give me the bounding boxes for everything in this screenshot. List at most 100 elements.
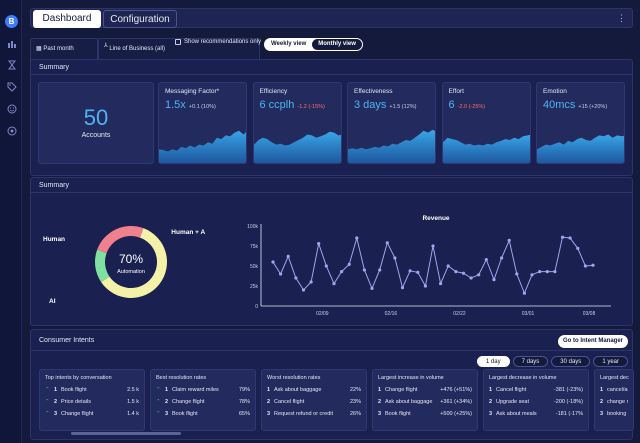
revenue-data-point[interactable] <box>492 278 496 282</box>
intent-row[interactable]: 3 booking <box>600 411 628 417</box>
revenue-data-point[interactable] <box>416 270 420 274</box>
range-option-7-days[interactable]: 7 days <box>512 356 549 367</box>
intent-card[interactable]: Top intents by conversation ⌃ 1 Book flight… <box>39 369 145 431</box>
intent-row[interactable]: ⌃ 3 Book flight 65% <box>156 411 250 417</box>
monthly-view-button[interactable]: Monthly view <box>312 39 362 50</box>
revenue-data-point[interactable] <box>545 270 549 274</box>
revenue-data-point[interactable] <box>362 268 366 272</box>
revenue-data-point[interactable] <box>484 258 488 262</box>
intent-row[interactable]: ⌃ 1 Claim reward miles 79% <box>156 387 250 393</box>
revenue-data-point[interactable] <box>431 244 435 248</box>
metric-card[interactable]: Emotion 40mcs +15 (+20%) <box>536 82 625 164</box>
intent-row[interactable]: 1 Change flight +476 (+51%) <box>378 387 472 393</box>
revenue-data-point[interactable] <box>522 291 526 295</box>
intent-card[interactable]: Best resolution rates ⌃ 1 Claim reward mile… <box>150 369 256 431</box>
intent-card[interactable]: Largest decrease in volume 1 Cancel flight… <box>483 369 589 431</box>
intent-value: 1.5 k <box>127 399 139 405</box>
revenue-data-point[interactable] <box>301 288 306 292</box>
intent-name: Price details <box>61 399 91 405</box>
revenue-data-point[interactable] <box>477 273 481 277</box>
dashboard-icon[interactable] <box>6 38 17 49</box>
revenue-data-point[interactable] <box>317 242 321 246</box>
metric-card[interactable]: Messaging Factor* 1.5x +0.1 (10%) <box>158 82 247 164</box>
revenue-data-point[interactable] <box>370 286 374 290</box>
revenue-data-point[interactable] <box>500 256 504 260</box>
intent-row[interactable]: 1 cancel/ar <box>600 387 628 393</box>
intent-row[interactable]: 1 Cancel flight -381 (-23%) <box>489 387 583 393</box>
range-option-30-days[interactable]: 30 days <box>551 356 591 367</box>
revenue-data-point[interactable] <box>309 280 313 284</box>
revenue-data-point[interactable] <box>583 264 587 268</box>
revenue-data-point[interactable] <box>446 264 450 268</box>
revenue-data-point[interactable] <box>400 286 405 290</box>
intent-row[interactable]: 2 Ask about baggage +361 (+34%) <box>378 399 472 405</box>
revenue-data-point[interactable] <box>423 284 427 288</box>
intent-row[interactable]: ⌃ 3 Change flight 1.4 k <box>45 411 139 417</box>
app-logo-icon[interactable]: B <box>5 15 18 28</box>
revenue-data-point[interactable] <box>515 272 519 276</box>
revenue-data-point[interactable] <box>324 264 328 268</box>
revenue-data-point[interactable] <box>271 260 275 264</box>
bot-icon[interactable] <box>6 125 17 136</box>
more-options-icon[interactable]: ⋮ <box>617 13 626 23</box>
revenue-data-point[interactable] <box>393 256 397 260</box>
intent-card[interactable]: Worst resolution rates 1 Ask about baggage… <box>261 369 367 431</box>
go-to-intent-manager-button[interactable]: Go to Intent Manager <box>558 335 628 348</box>
revenue-data-point[interactable] <box>560 235 565 239</box>
intent-row[interactable]: 1 Ask about baggage 22% <box>267 387 361 393</box>
revenue-data-point[interactable] <box>461 271 466 275</box>
donut-slice[interactable] <box>95 249 110 283</box>
revenue-data-point[interactable] <box>454 270 458 274</box>
intent-row[interactable]: 3 Request refund or credit 26% <box>267 411 361 417</box>
revenue-data-point[interactable] <box>378 268 382 272</box>
metric-sparkline <box>159 130 246 163</box>
revenue-data-point[interactable] <box>507 238 511 242</box>
metric-card[interactable]: Effort 6 -2.0 (-25%) <box>441 82 531 164</box>
donut-slice[interactable] <box>97 226 144 254</box>
metric-card[interactable]: Efficiency 6 ccplh -1.2 (-15%) <box>252 82 342 164</box>
revenue-data-point[interactable] <box>591 263 595 267</box>
range-option-1-year[interactable]: 1 year <box>593 356 628 367</box>
metric-card[interactable]: Effectiveness 3 days +1.5 (12%) <box>347 82 436 164</box>
revenue-data-point[interactable] <box>385 241 389 245</box>
revenue-data-point[interactable] <box>279 272 283 276</box>
tab-dashboard[interactable]: Dashboard <box>33 10 101 28</box>
revenue-data-point[interactable] <box>294 276 298 280</box>
revenue-data-point[interactable] <box>332 282 336 286</box>
revenue-data-point[interactable] <box>439 282 443 286</box>
revenue-data-point[interactable] <box>568 236 572 240</box>
donut-slice[interactable] <box>101 228 168 298</box>
revenue-data-point[interactable] <box>347 262 351 266</box>
hourglass-icon[interactable] <box>6 59 17 70</box>
revenue-data-point[interactable] <box>408 269 412 273</box>
revenue-data-point[interactable] <box>538 270 542 274</box>
intent-card[interactable]: Largest increase in volume 1 Change flight… <box>372 369 478 431</box>
intent-row[interactable]: 2 Cancel flight 23% <box>267 399 361 405</box>
checkbox-box[interactable] <box>175 39 181 45</box>
weekly-view-button[interactable]: Weekly view <box>271 41 307 47</box>
trend-up-icon: ⌃ <box>45 411 50 417</box>
intent-name: Book flight <box>385 411 411 417</box>
intent-row[interactable]: 3 Book flight +500 (+25%) <box>378 411 472 417</box>
tag-icon[interactable] <box>6 81 17 92</box>
revenue-data-point[interactable] <box>355 236 359 240</box>
horizontal-scrollbar[interactable] <box>71 432 181 435</box>
intent-row[interactable]: 3 Ask about meals -181 (-17% <box>489 411 583 417</box>
revenue-data-point[interactable] <box>340 270 344 274</box>
intent-row[interactable]: ⌃ 1 Book flight 2.5 k <box>45 387 139 393</box>
revenue-data-point[interactable] <box>530 273 534 277</box>
intent-row[interactable]: 2 Upgrade seat -200 (-18%) <box>489 399 583 405</box>
revenue-data-point[interactable] <box>553 270 557 274</box>
revenue-data-point[interactable] <box>576 246 580 250</box>
intent-row[interactable]: ⌃ 2 Price details 1.5 k <box>45 399 139 405</box>
revenue-data-point[interactable] <box>286 254 290 258</box>
accounts-card[interactable]: 50 Accounts <box>38 82 154 164</box>
show-recommendations-checkbox[interactable]: Show recommendations only <box>175 39 261 45</box>
range-option-1-day[interactable]: 1 day <box>476 356 510 367</box>
smiley-icon[interactable] <box>6 103 17 114</box>
tab-configuration[interactable]: Configuration <box>103 10 177 28</box>
revenue-data-point[interactable] <box>469 276 473 280</box>
intent-row[interactable]: ⌃ 2 Change flight 78% <box>156 399 250 405</box>
